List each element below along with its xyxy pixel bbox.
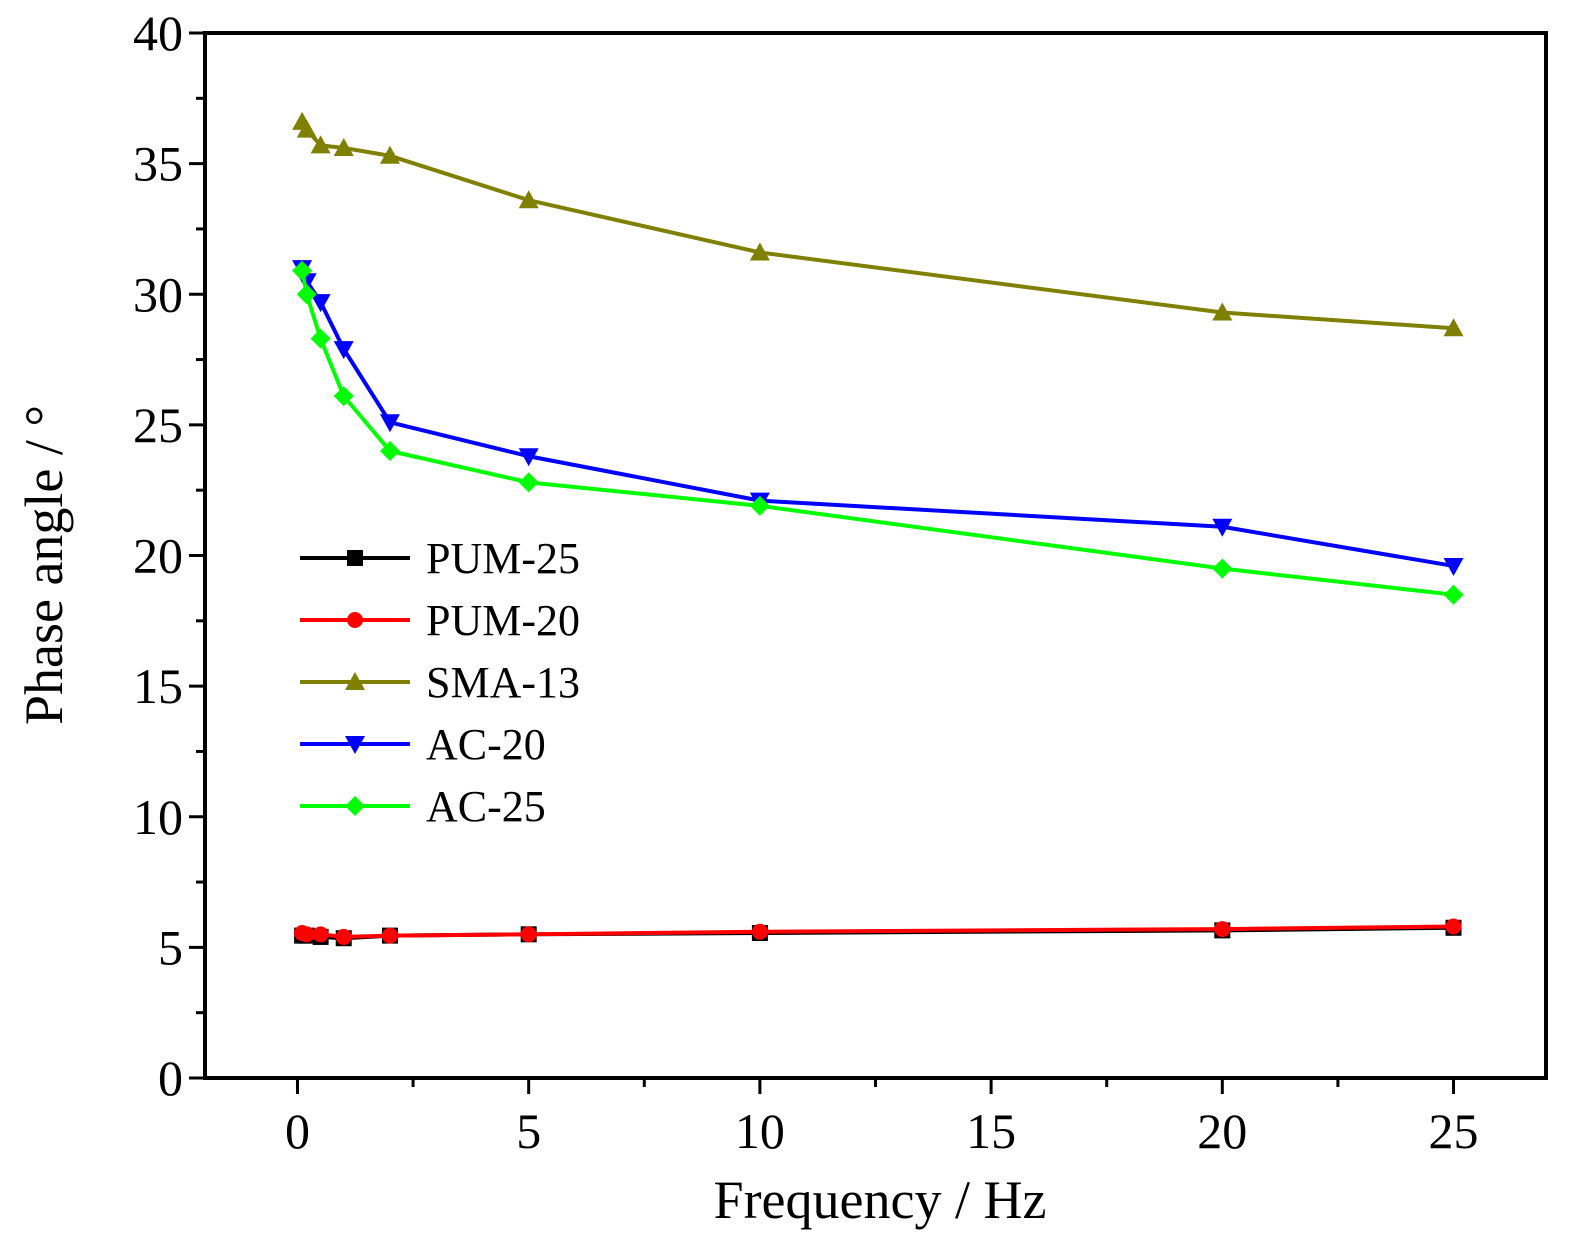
y-tick-label: 0 (158, 1050, 183, 1106)
y-tick-label: 30 (133, 266, 183, 322)
series-pum-20 (294, 918, 1462, 945)
data-point-sma-13 (296, 119, 317, 138)
y-tick-label: 10 (133, 789, 183, 845)
data-point-pum-20 (520, 926, 537, 943)
data-point-sma-13 (333, 137, 354, 156)
x-tick-label: 15 (966, 1103, 1016, 1159)
x-tick-label: 25 (1429, 1103, 1479, 1159)
legend-swatch-marker (345, 796, 365, 816)
data-point-sma-13 (518, 190, 539, 209)
y-tick-label: 40 (133, 5, 183, 61)
y-tick-label: 5 (158, 919, 183, 975)
legend-swatch-marker (347, 550, 363, 566)
legend-label: AC-25 (426, 782, 546, 831)
data-point-ac-25 (749, 495, 770, 516)
plot-frame (203, 31, 1548, 1080)
data-point-pum-20 (298, 926, 315, 943)
legend: PUM-25 PUM-20 SMA-13 AC-20 AC-25 (300, 534, 580, 831)
data-point-ac-20 (310, 294, 331, 313)
data-point-ac-25 (292, 260, 313, 281)
data-point-sma-13 (1443, 318, 1464, 337)
data-point-pum-20 (312, 926, 329, 943)
series-ac-25 (292, 260, 1464, 605)
data-point-ac-20 (1443, 557, 1464, 576)
legend-item-ac-25: AC-25 (300, 782, 546, 831)
legend-item-ac-20: AC-20 (300, 720, 546, 769)
legend-swatch-marker (345, 736, 365, 754)
data-point-ac-20 (333, 341, 354, 360)
legend-label: PUM-20 (426, 596, 580, 645)
series-line-sma-13 (300, 120, 1454, 331)
y-tick-label: 20 (133, 528, 183, 584)
legend-item-pum-25: PUM-25 (300, 534, 580, 583)
data-point-sma-13 (310, 135, 331, 154)
y-axis-title: Phase angle / ° (14, 405, 74, 725)
legend-swatch-marker (347, 612, 363, 628)
data-point-pum-20 (1214, 921, 1231, 938)
data-point-pum-20 (1445, 918, 1462, 935)
data-point-sma-13 (379, 145, 400, 164)
data-point-ac-20 (379, 414, 400, 433)
x-axis-title: Frequency / Hz (714, 1170, 1047, 1230)
x-tick-label: 10 (735, 1103, 785, 1159)
series-ac-20 (292, 260, 1464, 576)
y-axis-ticks: 0 5 10 15 20 25 30 35 40 (133, 5, 205, 1106)
data-point-sma-13 (749, 242, 770, 261)
legend-item-pum-20: PUM-20 (300, 596, 580, 645)
data-point-ac-20 (518, 448, 539, 467)
data-point-ac-25 (310, 328, 331, 349)
x-axis-ticks: 0 5 10 15 20 25 (285, 1078, 1479, 1159)
plot-border (203, 31, 1548, 1080)
legend-label: AC-20 (426, 720, 546, 769)
data-point-pum-20 (381, 927, 398, 944)
data-point-ac-25 (518, 472, 539, 493)
legend-item-sma-13: SMA-13 (300, 658, 580, 707)
x-tick-label: 5 (516, 1103, 541, 1159)
data-point-pum-20 (751, 923, 768, 940)
y-tick-label: 25 (133, 397, 183, 453)
data-point-ac-25 (333, 386, 354, 407)
data-point-pum-20 (335, 928, 352, 945)
x-tick-label: 0 (285, 1103, 310, 1159)
data-point-ac-25 (296, 284, 317, 305)
legend-swatch-marker (345, 672, 365, 690)
series-sma-13 (292, 111, 1464, 337)
x-tick-label: 20 (1197, 1103, 1247, 1159)
data-point-ac-25 (379, 441, 400, 461)
data-point-sma-13 (1212, 302, 1233, 321)
data-point-ac-20 (1212, 518, 1233, 537)
data-point-ac-25 (1212, 558, 1233, 579)
y-tick-label: 15 (133, 658, 183, 714)
legend-label: SMA-13 (426, 658, 580, 707)
data-point-ac-25 (1443, 584, 1464, 605)
series-layer (292, 111, 1464, 947)
legend-label: PUM-25 (426, 534, 580, 583)
y-tick-label: 35 (133, 136, 183, 192)
